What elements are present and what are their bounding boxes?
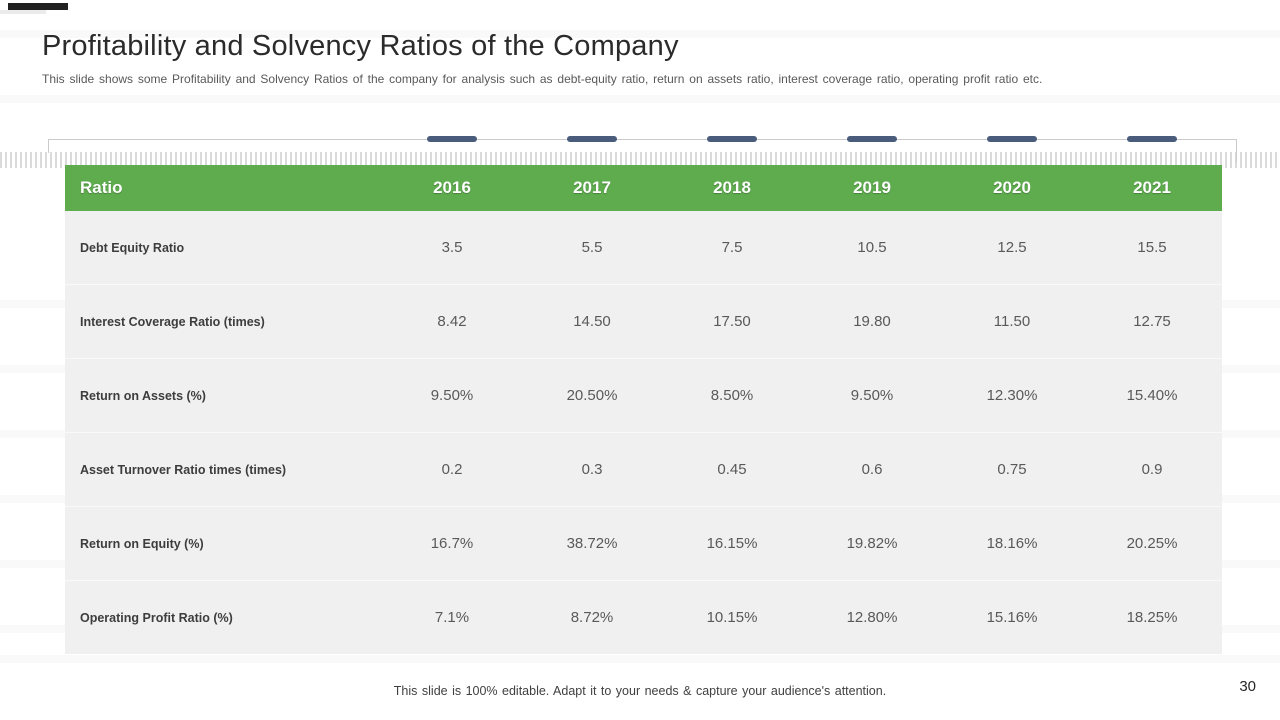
col-header-year-2016: 2016 <box>382 165 522 211</box>
cell-value: 0.3 <box>522 432 662 507</box>
row-label: Asset Turnover Ratio times (times) <box>65 432 382 507</box>
cell-value: 0.6 <box>802 432 942 507</box>
cell-value: 16.15% <box>662 506 802 581</box>
cell-value: 19.80 <box>802 284 942 359</box>
column-dash-decoration <box>567 136 617 142</box>
table-row: Return on Equity (%) 16.7% 38.72% 16.15% 19.… <box>65 506 1222 581</box>
cell-value: 9.50% <box>382 358 522 433</box>
cell-value: 5.5 <box>581 239 603 256</box>
table-row: Debt Equity Ratio 3.5 5.5 7.5 10.5 12.5 15.5 <box>65 211 1222 285</box>
col-header-ratio: Ratio <box>65 165 382 211</box>
cell-value: 15.16% <box>942 580 1082 654</box>
col-header-year-2017: 2017 <box>522 165 662 211</box>
cell-value: 12.30% <box>942 358 1082 433</box>
cell-value: 10.15% <box>662 580 802 654</box>
page-number: 30 <box>1239 678 1256 695</box>
top-left-gray-bar-decoration <box>0 10 46 14</box>
cell-value: 8.72% <box>522 580 662 654</box>
col-header-year-2018: 2018 <box>662 165 802 211</box>
cell-value: 0.9 <box>1082 432 1222 507</box>
column-dash-decoration <box>1127 136 1177 142</box>
cell-value: 7.1% <box>382 580 522 654</box>
col-header-year-2021: 2021 <box>1082 165 1222 211</box>
column-dash-decoration <box>847 136 897 142</box>
cell-value: 38.72% <box>522 506 662 581</box>
cell-value: 8.42 <box>382 284 522 359</box>
footer-note: This slide is 100% editable. Adapt it to… <box>393 684 887 698</box>
cell-value: 0.45 <box>662 432 802 507</box>
page-title: Profitability and Solvency Ratios of the… <box>42 30 679 62</box>
cell-value: 0.75 <box>942 432 1082 507</box>
cell-value: 9.50% <box>802 358 942 433</box>
cell-value: 19.82% <box>802 506 942 581</box>
ruler-ticks-decoration <box>0 152 1280 168</box>
table-row: Return on Assets (%) 9.50% 20.50% 8.50% 9.50… <box>65 358 1222 433</box>
table-row: Asset Turnover Ratio times (times) 0.2 0.3… <box>65 432 1222 507</box>
cell-value: 12.80% <box>802 580 942 654</box>
cell-value: 15.5 <box>1137 239 1167 256</box>
column-dash-decoration <box>707 136 757 142</box>
column-dash-decoration <box>427 136 477 142</box>
cell-value: 15.40% <box>1082 358 1222 433</box>
cell-value: 20.25% <box>1082 506 1222 581</box>
cell-value: 17.50 <box>662 284 802 359</box>
row-label: Operating Profit Ratio (%) <box>65 580 382 654</box>
cell-value: 11.50 <box>942 284 1082 359</box>
background-stripe <box>0 95 1280 103</box>
col-header-year-2020: 2020 <box>942 165 1082 211</box>
table-row: Operating Profit Ratio (%) 7.1% 8.72% 10.15… <box>65 580 1222 654</box>
cell-value: 8.50% <box>662 358 802 433</box>
cell-value: 12.75 <box>1082 284 1222 359</box>
row-label: Return on Assets (%) <box>65 358 382 433</box>
top-left-bar-decoration <box>8 3 68 10</box>
cell-value: 0.2 <box>382 432 522 507</box>
cell-value: 10.5 <box>857 239 887 256</box>
bracket-line-decoration <box>48 139 1237 153</box>
cell-value: 18.16% <box>942 506 1082 581</box>
cell-value: 20.50% <box>522 358 662 433</box>
slide-subtitle: This slide shows some Profitability and … <box>42 72 1043 86</box>
cell-value: 16.7% <box>382 506 522 581</box>
cell-value: 18.25% <box>1082 580 1222 654</box>
row-label: Debt Equity Ratio <box>80 240 185 255</box>
row-label: Interest Coverage Ratio (times) <box>65 284 382 359</box>
column-dash-decoration <box>987 136 1037 142</box>
cell-value: 14.50 <box>522 284 662 359</box>
cell-value: 3.5 <box>441 239 463 256</box>
ratios-table: Ratio 2016 2017 2018 2019 2020 2021 Debt Equit… <box>65 165 1222 654</box>
table-row: Interest Coverage Ratio (times) 8.42 14.50… <box>65 284 1222 359</box>
table-header-row: Ratio 2016 2017 2018 2019 2020 2021 <box>65 165 1222 211</box>
col-header-year-2019: 2019 <box>802 165 942 211</box>
row-label: Return on Equity (%) <box>65 506 382 581</box>
cell-value: 12.5 <box>997 239 1027 256</box>
cell-value: 7.5 <box>721 239 743 256</box>
bracket-right-tick-decoration <box>1236 139 1237 162</box>
background-stripe <box>0 655 1280 663</box>
